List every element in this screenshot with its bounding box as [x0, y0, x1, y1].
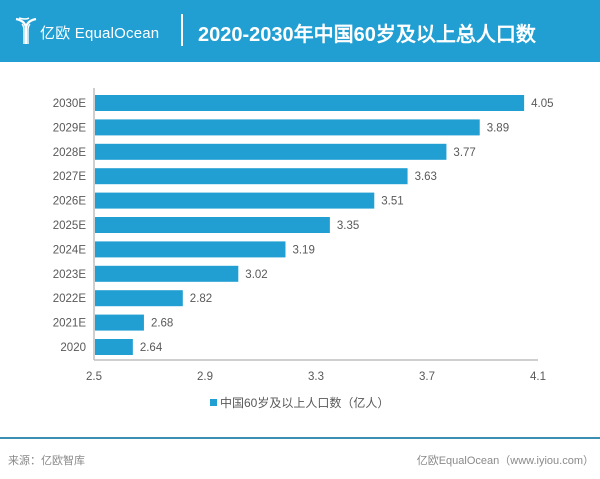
- category-label: 2024E: [53, 244, 87, 256]
- x-tick-labels: 2.5 2.9 3.3 3.7 4.1: [86, 371, 546, 383]
- bar-2026E: [95, 192, 375, 209]
- bar-2025E: [95, 217, 330, 233]
- x-tick-label: 2.5: [86, 371, 102, 383]
- chart-title: 2020-2030年中国60岁及以上总人口数: [198, 24, 536, 46]
- x-tick-label: 3.3: [308, 371, 324, 383]
- category-label: 2022E: [53, 293, 87, 305]
- bar-2024E: [95, 241, 286, 258]
- header-banner: 亿欧 EqualOcean 2020-2030年中国60岁及以上总人口数: [0, 0, 600, 62]
- x-tick-label: 4.1: [530, 371, 546, 383]
- category-label: 2025E: [53, 220, 87, 232]
- value-label: 2.64: [140, 342, 163, 354]
- bar-2021E: [95, 314, 144, 331]
- category-label: 2027E: [53, 171, 87, 183]
- bar-2028E: [95, 143, 447, 160]
- category-label: 2023E: [53, 269, 87, 281]
- value-label: 3.89: [487, 122, 509, 134]
- value-label: 3.35: [337, 220, 359, 232]
- category-label: 2029E: [53, 122, 87, 134]
- category-label: 2020: [60, 342, 86, 354]
- bar-2023E: [95, 265, 239, 282]
- header-divider: [181, 14, 183, 46]
- value-label: 3.77: [453, 147, 475, 159]
- value-label: 3.51: [381, 196, 403, 208]
- category-label: 2021E: [53, 318, 87, 330]
- bar-chart: 2020 2.64 2021E 2.68 2022E 2.82 2023E 3.02 2024E…: [53, 88, 554, 410]
- category-label: 2030E: [53, 98, 87, 110]
- value-label: 4.05: [531, 98, 553, 110]
- value-label: 3.02: [245, 269, 267, 281]
- legend-label: 中国60岁及以上人口数（亿人）: [220, 395, 389, 410]
- value-label: 2.68: [151, 318, 173, 330]
- bar-2020: [95, 339, 133, 355]
- bar-2030E: [95, 95, 525, 111]
- brand-name: 亿欧 EqualOcean: [40, 25, 160, 42]
- category-label: 2026E: [53, 196, 87, 208]
- x-tick-label: 3.7: [419, 371, 435, 383]
- source-note: 来源：亿欧智库: [8, 455, 85, 467]
- x-tick-label: 2.9: [197, 371, 213, 383]
- legend: 中国60岁及以上人口数（亿人）: [210, 395, 389, 410]
- bar-2022E: [95, 290, 183, 307]
- legend-swatch: [210, 399, 217, 406]
- bar-2029E: [95, 119, 480, 136]
- equalocean-logo-icon: [15, 17, 37, 44]
- value-label: 3.63: [415, 171, 437, 183]
- category-label: 2028E: [53, 147, 87, 159]
- credit-note: 亿欧EqualOcean（www.iyiou.com）: [416, 455, 594, 467]
- bar-2027E: [95, 168, 408, 185]
- bars-group: 2020 2.64 2021E 2.68 2022E 2.82 2023E 3.02 2024E…: [53, 95, 554, 355]
- value-label: 2.82: [190, 293, 212, 305]
- footer-divider: [0, 437, 600, 439]
- value-label: 3.19: [292, 244, 314, 256]
